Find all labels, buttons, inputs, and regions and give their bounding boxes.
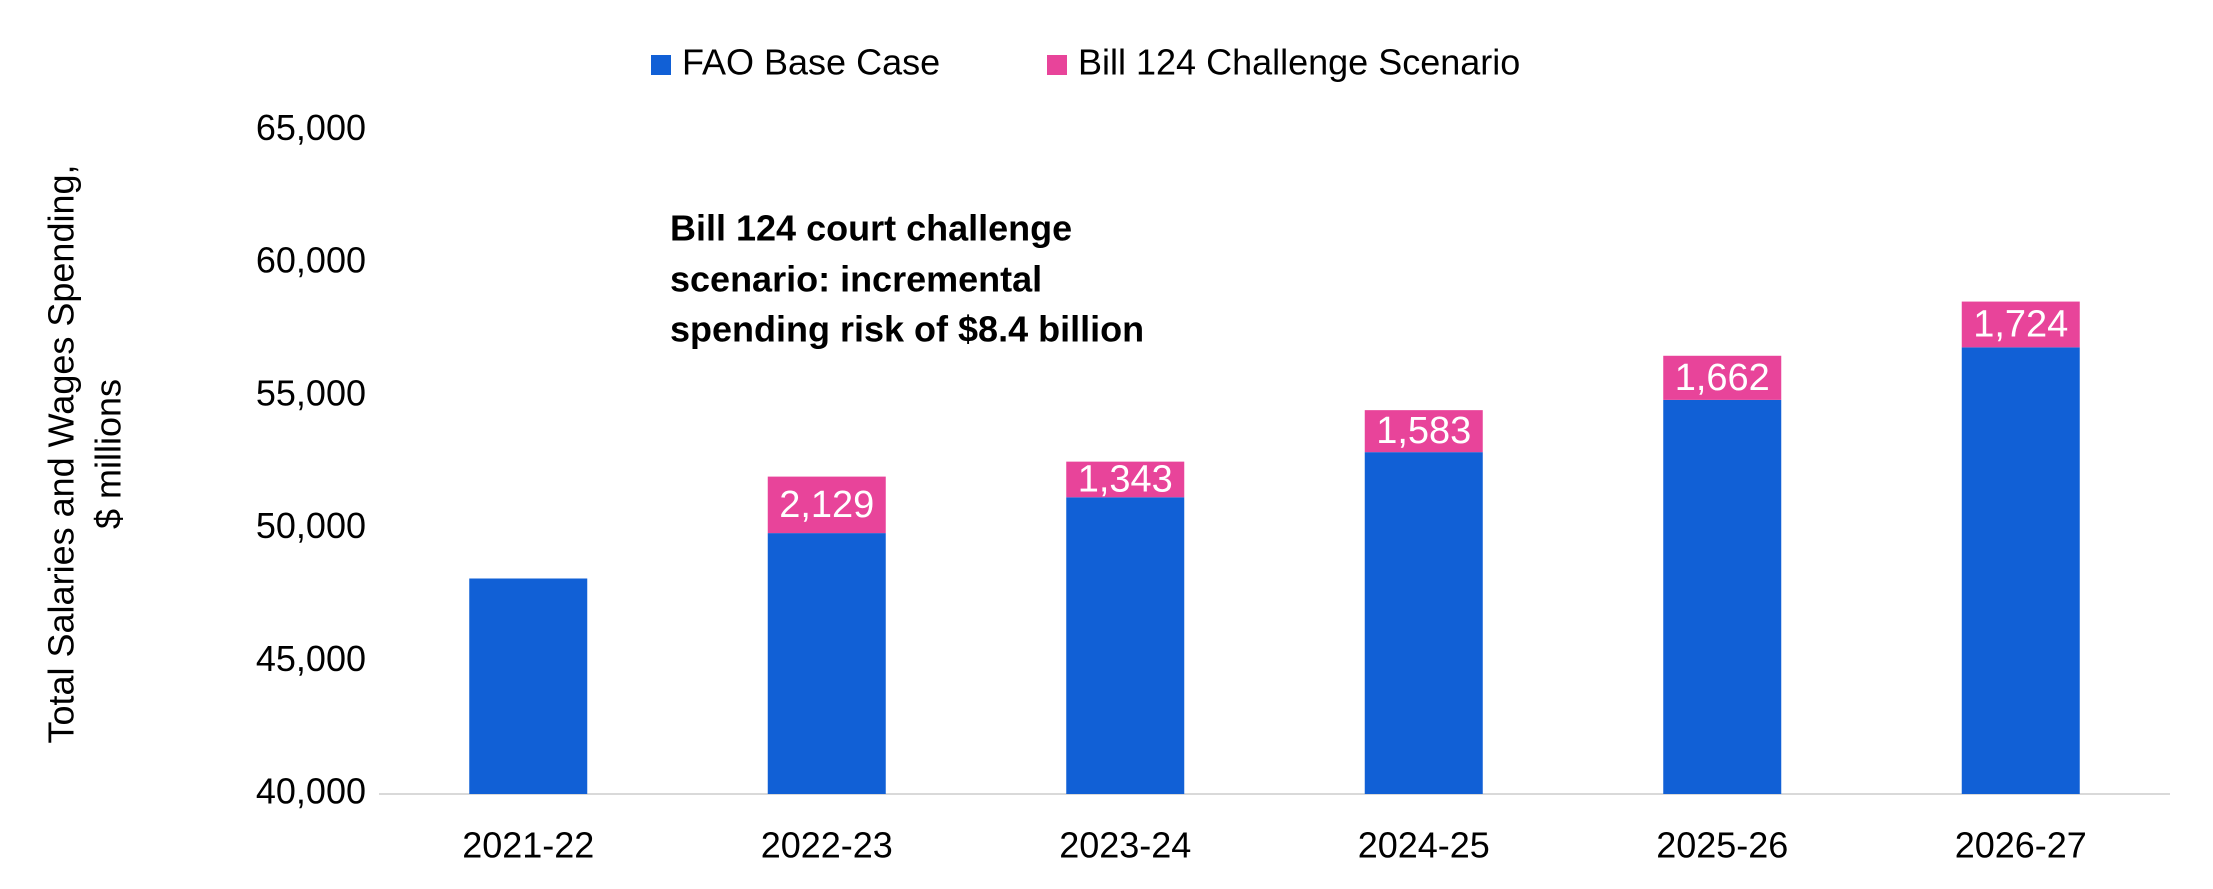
y-axis-label: $ millions	[88, 379, 129, 529]
bar-segment	[1364, 410, 1483, 453]
value-label: 1,343	[1078, 458, 1173, 500]
value-label: 2,129	[779, 484, 874, 526]
annotation: Bill 124 court challenge	[670, 208, 1072, 249]
legend-label: Bill 124 Challenge Scenario	[1078, 42, 1520, 83]
bar-segment	[1663, 355, 1782, 400]
annotation: spending risk of $8.4 billion	[670, 309, 1144, 350]
bar-segment	[1961, 301, 2080, 348]
bar-segment	[1066, 461, 1185, 498]
y-tick-label: 40,000	[256, 771, 366, 812]
x-tick-label: 2025-26	[1656, 825, 1788, 866]
legend-swatch	[1047, 55, 1067, 75]
x-tick-label: 2026-27	[1955, 825, 2087, 866]
y-tick-label: 65,000	[256, 107, 366, 148]
annotation: scenario: incremental	[670, 259, 1042, 300]
bar-segment	[1066, 497, 1185, 794]
x-tick-label: 2024-25	[1358, 825, 1490, 866]
bar-segment	[767, 476, 886, 534]
y-axis-label: Total Salaries and Wages Spending,	[41, 164, 82, 743]
value-label: 1,583	[1376, 410, 1471, 452]
bar-segment	[469, 578, 588, 794]
x-tick-label: 2022-23	[761, 825, 893, 866]
x-tick-label: 2021-22	[462, 825, 594, 866]
y-tick-label: 45,000	[256, 638, 366, 679]
x-tick-label: 2023-24	[1059, 825, 1191, 866]
legend-swatch	[651, 55, 671, 75]
y-tick-label: 50,000	[256, 505, 366, 546]
y-tick-label: 60,000	[256, 240, 366, 281]
bar-segment	[767, 533, 886, 794]
bar-segment	[1961, 347, 2080, 794]
y-tick-label: 55,000	[256, 372, 366, 413]
value-label: 1,662	[1675, 357, 1770, 399]
bar-segment	[1364, 452, 1483, 794]
value-label: 1,724	[1973, 303, 2068, 345]
legend-label: FAO Base Case	[682, 42, 940, 83]
bar-segment	[1663, 399, 1782, 794]
